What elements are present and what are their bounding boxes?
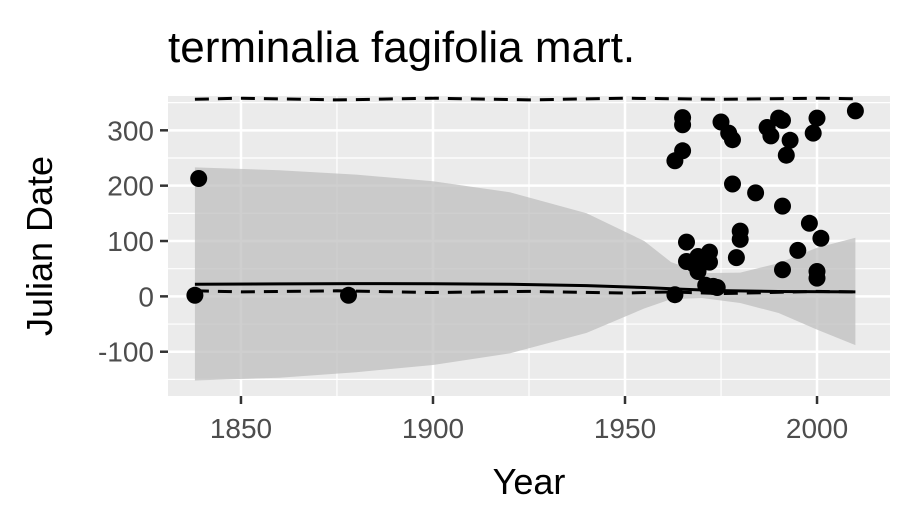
data-point: [674, 109, 692, 127]
y-tick-label: 200: [107, 171, 154, 202]
y-axis: -100 0 100 200 300: [98, 115, 168, 368]
data-point: [762, 127, 780, 145]
dashed-line-lower: [194, 289, 856, 296]
data-point: [747, 184, 765, 202]
data-point: [789, 241, 807, 259]
x-tick-label: 1900: [402, 413, 464, 444]
data-point: [708, 279, 726, 296]
data-point: [674, 142, 692, 160]
data-point: [812, 229, 830, 247]
dashed-line-upper: [194, 96, 856, 102]
data-point: [727, 249, 745, 267]
data-point: [804, 124, 822, 142]
data-point: [666, 286, 684, 304]
trend-line: [194, 282, 856, 294]
data-point: [800, 214, 818, 232]
chart-title: terminalia fagifolia mart.: [168, 23, 635, 72]
data-point: [808, 269, 826, 287]
y-tick-label: 100: [107, 226, 154, 257]
data-point: [186, 286, 204, 304]
data-point: [846, 102, 864, 120]
data-point: [340, 286, 357, 304]
y-tick-label: 300: [107, 115, 154, 146]
y-axis-title: Julian Date: [19, 156, 60, 336]
data-point: [774, 197, 791, 215]
data-point: [724, 175, 741, 193]
data-point: [731, 222, 749, 240]
x-tick-label: 1950: [594, 413, 656, 444]
data-point: [774, 261, 791, 279]
y-tick-label: 0: [138, 281, 154, 312]
data-point: [808, 109, 826, 127]
data-point: [678, 233, 695, 251]
x-tick-label: 2000: [786, 413, 848, 444]
x-axis-title: Year: [493, 461, 566, 502]
y-tick-label: -100: [98, 337, 154, 368]
data-point: [724, 131, 741, 149]
data-point: [701, 243, 718, 261]
data-point: [774, 111, 791, 129]
data-point: [777, 146, 795, 164]
x-tick-label: 1850: [210, 413, 272, 444]
data-point: [190, 170, 208, 187]
x-axis: 1850 1900 1950 2000: [210, 396, 848, 444]
data-point: [781, 131, 799, 149]
data-points: [186, 102, 864, 304]
confidence-ribbon: [194, 167, 856, 381]
